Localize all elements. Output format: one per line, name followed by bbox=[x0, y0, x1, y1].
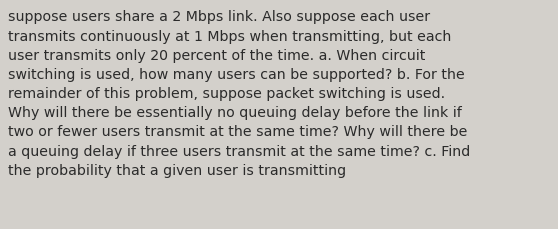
Text: suppose users share a 2 Mbps link. Also suppose each user
transmits continuously: suppose users share a 2 Mbps link. Also … bbox=[8, 10, 470, 177]
